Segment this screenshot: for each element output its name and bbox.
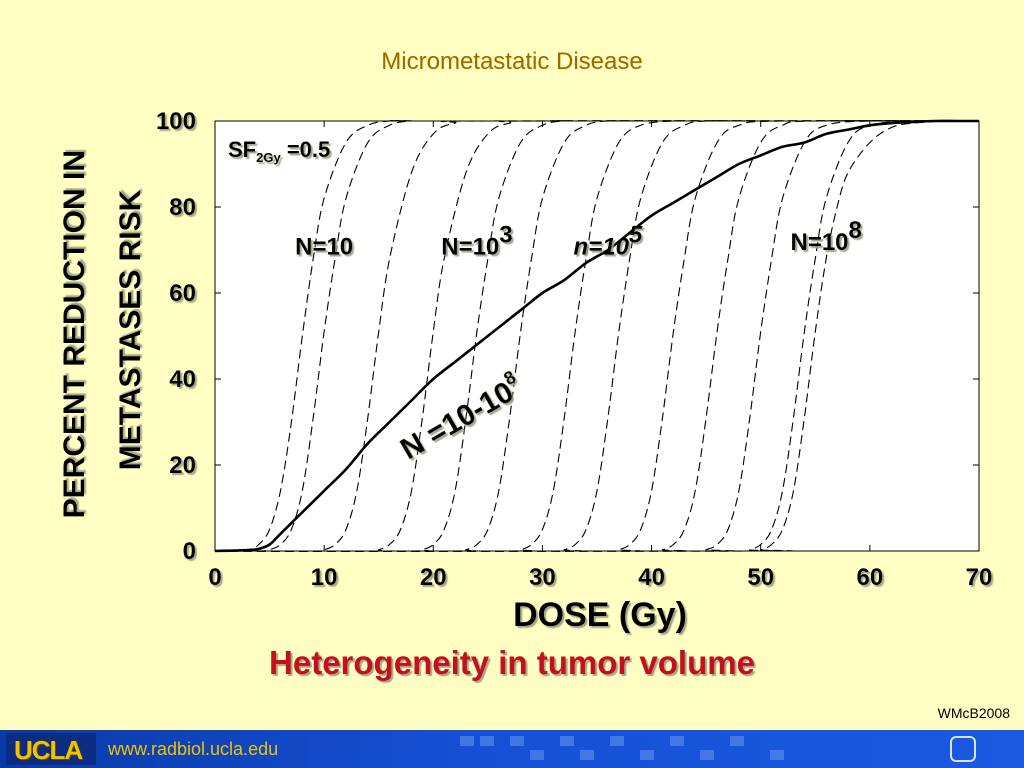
y-tick-label: 40	[169, 366, 196, 393]
x-tick-label: 30	[529, 564, 556, 591]
series-line-2	[214, 120, 979, 552]
plot-area	[214, 120, 980, 552]
x-tick-label: 60	[857, 564, 884, 591]
credit-text: WMcB2008	[937, 705, 1010, 721]
footer-bar: UCLA www.radbiol.ucla.edu	[0, 730, 1024, 768]
y-axis-label-line-1: PERCENT REDUCTION IN	[58, 150, 91, 518]
series-line-heterogeneous	[214, 119, 979, 553]
sf-label: SF2Gy =0.5	[228, 137, 330, 165]
slide-subtitle: Heterogeneity in tumor volume	[269, 644, 755, 681]
sf-base: SF	[228, 137, 256, 162]
x-tick-label: 0	[208, 564, 221, 591]
y-tick-label: 0	[183, 538, 196, 565]
footer-url-link[interactable]: www.radbiol.ucla.edu	[108, 739, 279, 759]
y-axis-label-line-2: METASTASES RISK	[114, 189, 147, 470]
x-tick-label: 40	[638, 564, 665, 591]
x-axis-label: DOSE (Gy)	[513, 596, 687, 634]
x-tick-label: 70	[966, 564, 993, 591]
sf-subscript: 2Gy	[256, 150, 281, 165]
slide-title: Micrometastatic Disease	[381, 48, 643, 75]
y-tick-label: 100	[156, 108, 196, 135]
y-axis-label: PERCENT REDUCTION IN METASTASES RISK	[58, 142, 147, 519]
series-line-5	[214, 120, 979, 552]
y-tick-label: 60	[169, 280, 196, 307]
series-line-13	[214, 120, 980, 552]
curve-annotation: n=105	[574, 221, 643, 260]
x-tick-label: 50	[747, 564, 774, 591]
x-tick-label: 10	[311, 564, 338, 591]
slide-nav-button[interactable]	[950, 736, 976, 762]
series-line-7	[214, 120, 979, 552]
dose-response-chart: 0 10 20 30 40 50 60 70 0 20 40 60 80 100 N=10 N=103 n=1…	[58, 108, 993, 634]
sf-rest: =0.5	[281, 137, 331, 162]
x-tick-label: 20	[420, 564, 447, 591]
series-line-8	[214, 120, 979, 552]
footer-decoration	[440, 732, 960, 766]
series-line-4	[214, 120, 980, 552]
ucla-logo: UCLA	[6, 733, 96, 765]
curve-annotation: N=108	[790, 217, 861, 256]
series-line-3	[214, 120, 980, 552]
ucla-logo-text: UCLA	[14, 735, 83, 765]
y-tick-label: 20	[169, 452, 196, 479]
series-line-6	[214, 120, 979, 552]
y-tick-label: 80	[169, 194, 196, 221]
curve-annotation: N=10	[295, 233, 353, 260]
curve-annotation: N=103	[441, 221, 512, 260]
